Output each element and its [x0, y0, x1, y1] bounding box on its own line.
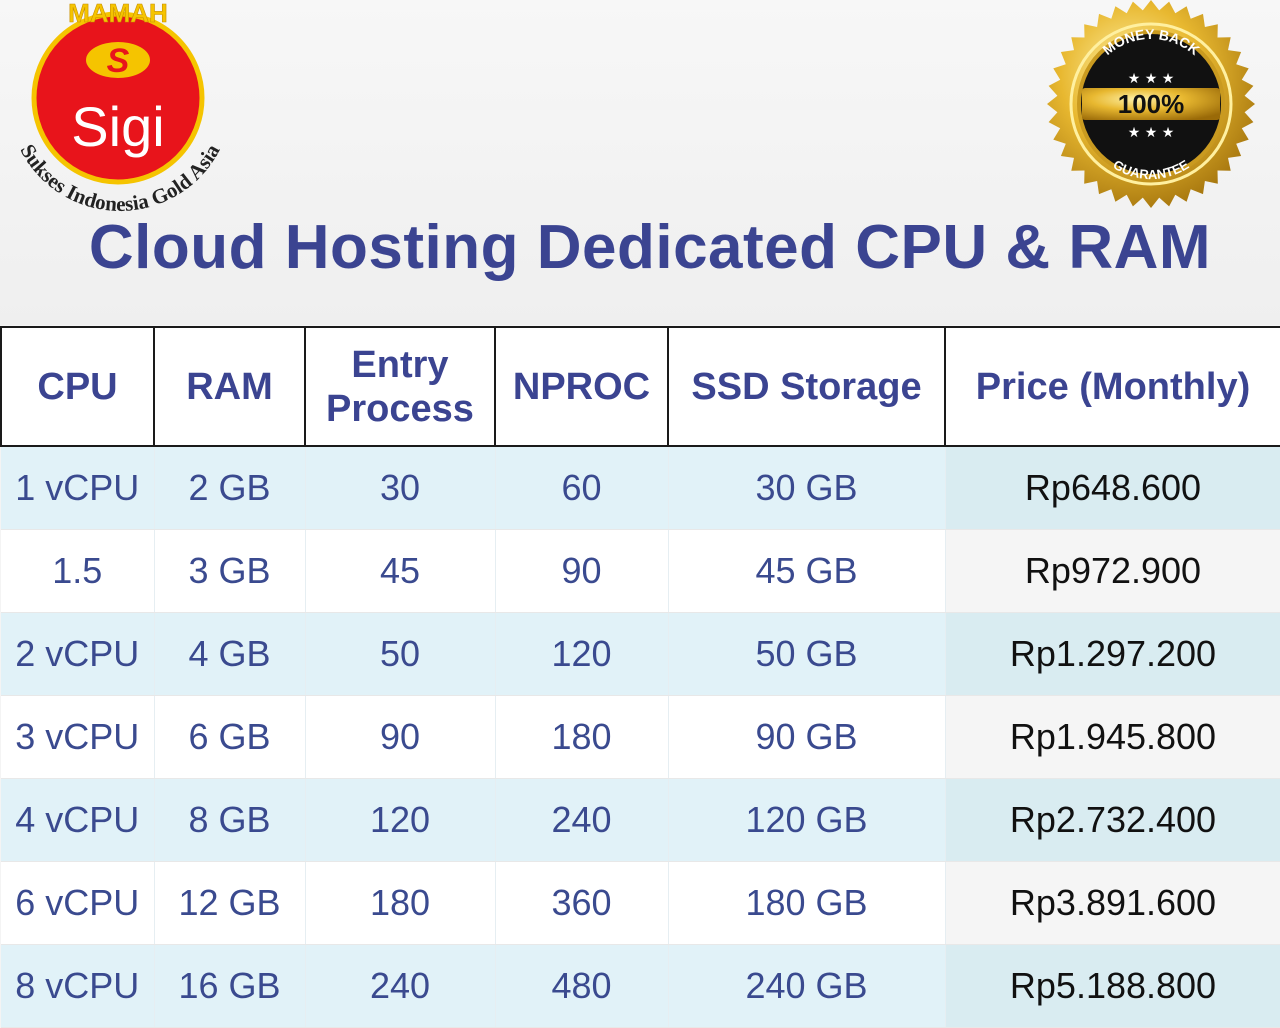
cell-entry-process: 240 — [305, 944, 496, 1028]
cell-cpu: 2 vCPU — [1, 612, 155, 696]
pricing-table: CPU RAM Entry Process NPROC SSD Storage … — [0, 326, 1280, 1028]
page-header: MAMAH S Sigi Sukses Indonesia Gold Asia … — [0, 0, 1280, 325]
cell-entry-process: 50 — [305, 612, 496, 696]
cell-entry-process: 120 — [305, 778, 496, 862]
cell-price: Rp1.297.200 — [945, 612, 1280, 696]
cell-cpu: 4 vCPU — [1, 778, 155, 862]
cell-cpu: 1 vCPU — [1, 446, 155, 530]
logo-top-text: MAMAH — [68, 0, 168, 28]
cell-nproc: 180 — [495, 695, 669, 779]
page-title: Cloud Hosting Dedicated CPU & RAM — [88, 213, 1212, 282]
logo-name: Sigi — [71, 95, 164, 158]
cell-cpu: 3 vCPU — [1, 695, 155, 779]
money-back-guarantee-seal: MONEY BACK 100% ★ ★ ★ ★ ★ ★ GUARANTEE — [1047, 0, 1255, 208]
cell-entry-process: 45 — [305, 529, 496, 613]
cell-price: Rp972.900 — [945, 529, 1280, 613]
cell-ram: 4 GB — [154, 612, 306, 696]
cell-cpu: 6 vCPU — [1, 861, 155, 945]
cell-ssd-storage: 30 GB — [668, 446, 946, 530]
cell-ram: 6 GB — [154, 695, 306, 779]
cell-nproc: 120 — [495, 612, 669, 696]
badge-stars-top: ★ ★ ★ — [1128, 71, 1175, 87]
table-row: 8 vCPU 16 GB 240 480 240 GB Rp5.188.800 — [1, 944, 1280, 1028]
table-header-row: CPU RAM Entry Process NPROC SSD Storage … — [0, 326, 1280, 447]
cell-nproc: 240 — [495, 778, 669, 862]
cell-cpu: 8 vCPU — [1, 944, 155, 1028]
cell-ssd-storage: 180 GB — [668, 861, 946, 945]
cell-nproc: 60 — [495, 446, 669, 530]
column-header-ram: RAM — [153, 326, 306, 447]
column-header-ssd-storage: SSD Storage — [667, 326, 946, 447]
badge-stars-bottom: ★ ★ ★ — [1128, 125, 1175, 141]
cell-price: Rp5.188.800 — [945, 944, 1280, 1028]
cell-ram: 12 GB — [154, 861, 306, 945]
cell-entry-process: 180 — [305, 861, 496, 945]
cell-entry-process: 30 — [305, 446, 496, 530]
logo-letter: S — [107, 42, 130, 80]
column-header-cpu: CPU — [0, 326, 155, 447]
cell-ssd-storage: 45 GB — [668, 529, 946, 613]
cell-nproc: 90 — [495, 529, 669, 613]
column-header-nproc: NPROC — [494, 326, 669, 447]
sigi-logo: MAMAH S Sigi Sukses Indonesia Gold Asia — [15, 0, 224, 216]
table-row: 6 vCPU 12 GB 180 360 180 GB Rp3.891.600 — [1, 861, 1280, 945]
cell-nproc: 480 — [495, 944, 669, 1028]
cell-entry-process: 90 — [305, 695, 496, 779]
column-header-entry-process: Entry Process — [304, 326, 496, 447]
cell-cpu: 1.5 — [1, 529, 155, 613]
cell-ssd-storage: 50 GB — [668, 612, 946, 696]
column-header-price: Price (Monthly) — [944, 326, 1280, 447]
badge-percent: 100% — [1118, 89, 1185, 119]
cell-ssd-storage: 240 GB — [668, 944, 946, 1028]
cell-price: Rp3.891.600 — [945, 861, 1280, 945]
cell-nproc: 360 — [495, 861, 669, 945]
table-row: 4 vCPU 8 GB 120 240 120 GB Rp2.732.400 — [1, 778, 1280, 862]
table-row: 1 vCPU 2 GB 30 60 30 GB Rp648.600 — [1, 446, 1280, 530]
cell-ssd-storage: 120 GB — [668, 778, 946, 862]
cell-ram: 3 GB — [154, 529, 306, 613]
table-row: 3 vCPU 6 GB 90 180 90 GB Rp1.945.800 — [1, 695, 1280, 779]
cell-price: Rp1.945.800 — [945, 695, 1280, 779]
cell-price: Rp2.732.400 — [945, 778, 1280, 862]
table-row: 2 vCPU 4 GB 50 120 50 GB Rp1.297.200 — [1, 612, 1280, 696]
cell-ram: 2 GB — [154, 446, 306, 530]
table-row: 1.5 3 GB 45 90 45 GB Rp972.900 — [1, 529, 1280, 613]
cell-price: Rp648.600 — [945, 446, 1280, 530]
cell-ram: 16 GB — [154, 944, 306, 1028]
cell-ram: 8 GB — [154, 778, 306, 862]
cell-ssd-storage: 90 GB — [668, 695, 946, 779]
